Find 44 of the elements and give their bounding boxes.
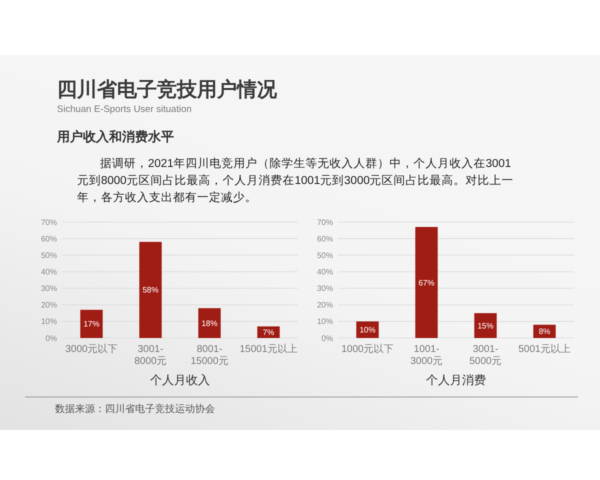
data-label: 8% — [538, 327, 550, 336]
bar — [198, 308, 221, 338]
x-tick-label: 8001-15000元 — [190, 344, 228, 367]
y-tick-label: 20% — [316, 300, 333, 310]
source-note: 数据来源：四川省电子竞技运动协会 — [55, 403, 215, 415]
data-label: 67% — [418, 278, 435, 288]
y-tick-label: 50% — [40, 250, 57, 260]
y-tick-label: 60% — [316, 234, 333, 244]
data-label: 58% — [142, 286, 159, 295]
x-tick-label: 1001-3000元 — [410, 344, 443, 367]
y-tick-label: 10% — [316, 317, 333, 326]
x-tick-label: 5001元以上 — [518, 343, 571, 355]
x-tick-label: 3000元以下 — [65, 343, 118, 355]
text: 用户收入和消费水平 — [56, 129, 174, 144]
y-tick-label: 30% — [316, 284, 333, 294]
x-tick-label: 3001-5000元 — [469, 344, 502, 367]
x-tick-label: 3001-8000元 — [134, 344, 167, 367]
y-tick-label: 20% — [40, 300, 57, 310]
y-tick-label: 60% — [40, 234, 57, 244]
data-label: 18% — [201, 318, 218, 328]
y-tick-label: 30% — [40, 284, 57, 294]
y-tick-label: 40% — [40, 268, 57, 277]
bar — [139, 242, 162, 338]
bar — [415, 226, 438, 338]
y-tick-label: 70% — [40, 218, 57, 227]
y-tick-label: 0% — [321, 334, 333, 343]
bar — [474, 313, 497, 338]
x-tick-label: 15001元以上 — [240, 343, 298, 355]
data-label: 7% — [262, 328, 274, 337]
y-tick-label: 10% — [40, 317, 57, 326]
chart-subtitle: Sichuan E-Sports User situation — [57, 104, 192, 115]
x-axis-title: 个人月消费 — [426, 373, 486, 387]
y-tick-label: 50% — [316, 250, 333, 260]
data-label: 15% — [477, 321, 494, 330]
x-tick-label: 1000元以下 — [341, 343, 394, 355]
data-label: 17% — [83, 320, 100, 329]
y-tick-label: 70% — [316, 218, 333, 227]
chart-title: 四川省电子竞技用户情况 — [57, 78, 278, 101]
x-axis-title: 个人月收入 — [150, 373, 210, 387]
text: 据调研，2021年四川电竞用户（除学生等无收入人群）中，个人月收入在3001元到8000元区间占比最高，个人月消费在1001元到3000元区间占比最高。对比上一年，各方收入支出都有一定减少。 — [77, 156, 514, 204]
data-label: 10% — [359, 326, 376, 335]
y-tick-label: 40% — [316, 268, 333, 277]
y-tick-label: 0% — [45, 334, 57, 343]
bar — [80, 310, 103, 338]
